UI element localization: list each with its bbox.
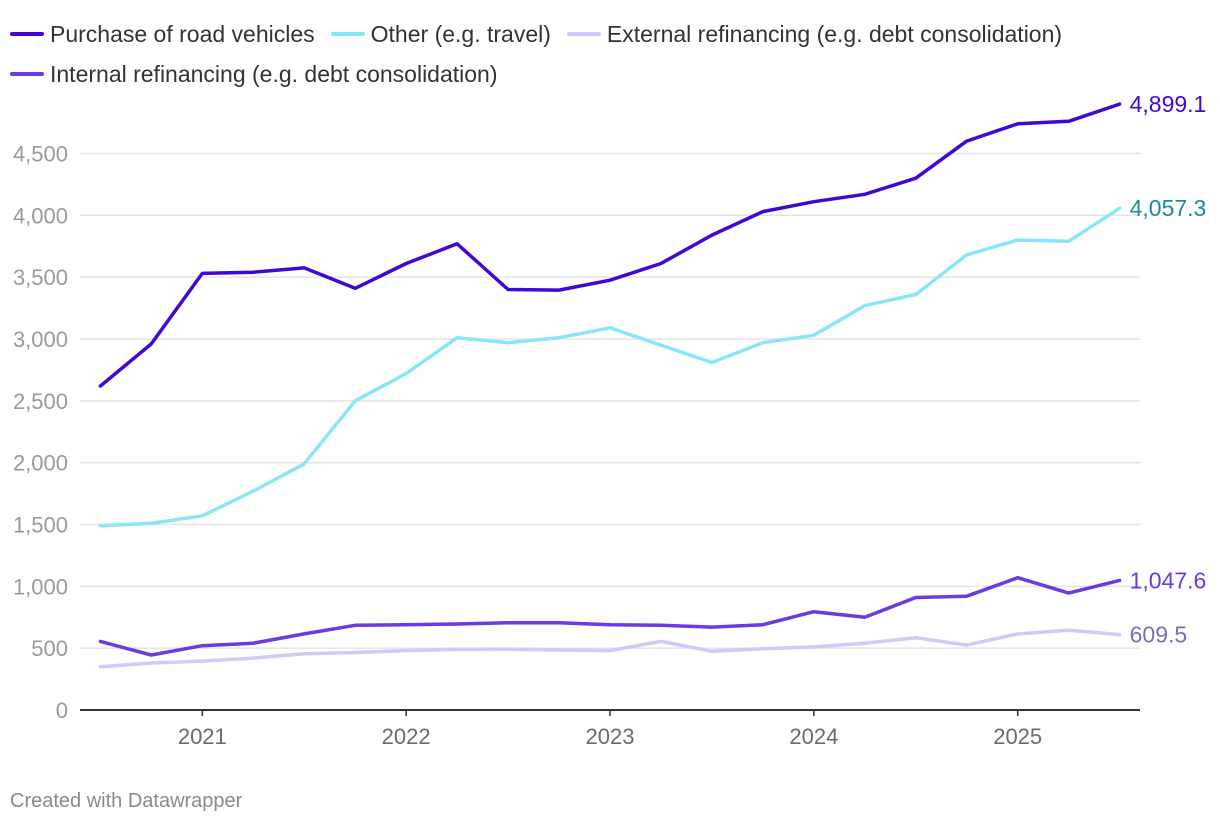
legend-swatch-external [566, 32, 601, 36]
legend-swatch-internal [10, 72, 44, 76]
series-line [98, 206, 1122, 528]
series-line [98, 628, 1122, 669]
legend-swatch-other [330, 32, 365, 36]
x-tick-label: 2024 [789, 724, 838, 749]
y-tick-label: 1,000 [13, 574, 68, 599]
legend-item-purchase[interactable]: Purchase of road vehicles [10, 21, 315, 48]
y-tick-label: 4,000 [13, 203, 68, 228]
legend: Purchase of road vehicles Other (e.g. tr… [10, 14, 1190, 94]
legend-label: Other (e.g. travel) [370, 20, 551, 47]
series-end-label: 4,899.1 [1130, 91, 1207, 117]
y-tick-label: 3,000 [13, 327, 68, 352]
legend-row: Purchase of road vehicles Other (e.g. tr… [10, 14, 1190, 54]
x-tick-label: 2025 [993, 724, 1042, 749]
series-end-label: 609.5 [1130, 622, 1188, 648]
legend-label: Purchase of road vehicles [50, 20, 315, 47]
y-tick-label: 4,500 [13, 141, 68, 166]
legend-item-external[interactable]: External refinancing (e.g. debt consolid… [566, 20, 1063, 48]
legend-label: External refinancing (e.g. debt consolid… [606, 20, 1063, 47]
y-axis-ticks: 0 500 1,000 1,500 2,000 2,500 3,000 3,500 4,000 4… [13, 141, 68, 723]
legend-label: Internal refinancing (e.g. debt consolid… [50, 60, 498, 87]
line-chart: 0 500 1,000 1,500 2,000 2,500 3,000 3,500 4,000 4… [13, 91, 1207, 749]
y-tick-label: 2,000 [13, 451, 68, 476]
x-tick-label: 2023 [586, 724, 635, 749]
end-labels: 609.5 1,047.6 4,057.3 4,899.1 [1130, 91, 1207, 648]
x-axis-ticks: 2021 2022 2023 2024 2025 [178, 710, 1042, 749]
x-tick-label: 2022 [382, 724, 431, 749]
legend-item-internal[interactable]: Internal refinancing (e.g. debt consolid… [10, 61, 498, 88]
legend-row: Internal refinancing (e.g. debt consolid… [10, 54, 1190, 94]
series-line [98, 102, 1122, 388]
x-tick-label: 2021 [178, 724, 227, 749]
y-tick-label: 2,500 [13, 389, 68, 414]
legend-item-other[interactable]: Other (e.g. travel) [330, 20, 551, 48]
series-lines [98, 102, 1122, 669]
y-tick-label: 500 [31, 636, 68, 661]
grid-lines [80, 152, 1140, 711]
y-tick-label: 0 [56, 698, 68, 723]
series-end-label: 4,057.3 [1130, 195, 1207, 221]
y-tick-label: 3,500 [13, 265, 68, 290]
y-tick-label: 1,500 [13, 512, 68, 537]
series-end-label: 1,047.6 [1130, 567, 1207, 593]
legend-swatch-purchase [10, 32, 44, 36]
footer-credit: Created with Datawrapper [10, 790, 243, 812]
series-line [98, 575, 1122, 657]
